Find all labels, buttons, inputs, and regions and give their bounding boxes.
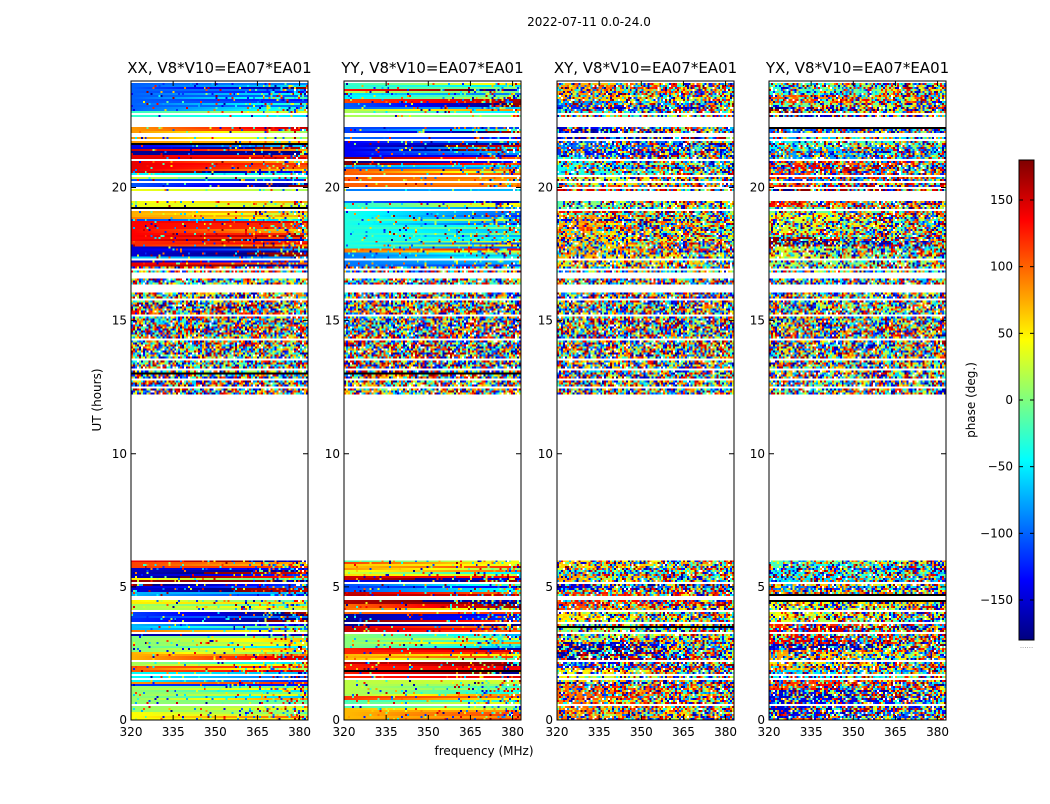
panel-title: YY, V8*V10=EA07*EA01 — [340, 59, 523, 77]
x-tick-label: 320 — [546, 725, 569, 739]
colorbar-tick-label: 100 — [990, 260, 1013, 274]
y-tick-label: 10 — [325, 447, 340, 461]
x-tick-label: 350 — [204, 725, 227, 739]
x-tick-label: 365 — [459, 725, 482, 739]
y-tick-label: 5 — [757, 580, 765, 594]
colorbar-under-marker: ...... — [1020, 642, 1033, 650]
colorbar-tick-label: −100 — [980, 526, 1013, 540]
x-tick-label: 320 — [333, 725, 356, 739]
x-tick-label: 365 — [672, 725, 695, 739]
x-tick-label: 335 — [375, 725, 398, 739]
y-tick-label: 20 — [112, 181, 127, 195]
y-tick-label: 0 — [545, 713, 553, 727]
x-tick-label: 380 — [288, 725, 311, 739]
x-tick-label: 380 — [926, 725, 949, 739]
x-tick-label: 380 — [501, 725, 524, 739]
y-tick-label: 0 — [119, 713, 127, 727]
y-tick-label: 5 — [545, 580, 553, 594]
figure-title: 2022-07-11 0.0-24.0 — [527, 15, 651, 29]
panels: XX, V8*V10=EA07*EA01 0 5 10 15 20 320 335 350 365… — [112, 59, 949, 739]
phase-heatmap — [131, 81, 308, 720]
y-tick-label: 10 — [538, 447, 553, 461]
panel-xx: XX, V8*V10=EA07*EA01 0 5 10 15 20 320 335 350 365… — [112, 59, 312, 739]
colorbar-tick-label: −50 — [988, 460, 1013, 474]
y-tick-label: 20 — [750, 181, 765, 195]
x-tick-label: 335 — [800, 725, 823, 739]
x-tick-label: 350 — [417, 725, 440, 739]
y-tick-label: 15 — [750, 314, 765, 328]
x-tick-label: 335 — [588, 725, 611, 739]
y-tick-label: 15 — [538, 314, 553, 328]
x-tick-label: 320 — [758, 725, 781, 739]
panel-yx: YX, V8*V10=EA07*EA01 0 5 10 15 20 320 335 350 365… — [750, 59, 949, 739]
y-tick-label: 5 — [119, 580, 127, 594]
x-tick-label: 365 — [884, 725, 907, 739]
panel-xy: XY, V8*V10=EA07*EA01 0 5 10 15 20 320 335 350 365… — [538, 59, 737, 739]
y-tick-label: 0 — [332, 713, 340, 727]
colorbar-tick-label: −150 — [980, 593, 1013, 607]
panel-title: XY, V8*V10=EA07*EA01 — [554, 59, 737, 77]
colorbar-tick-label: 0 — [1005, 393, 1013, 407]
y-tick-label: 20 — [538, 181, 553, 195]
x-tick-label: 365 — [246, 725, 269, 739]
colorbar-label: phase (deg.) — [964, 362, 978, 438]
panel-title: YX, V8*V10=EA07*EA01 — [765, 59, 949, 77]
y-tick-label: 20 — [325, 181, 340, 195]
y-tick-label: 15 — [325, 314, 340, 328]
colorbar: 150 100 50 0 −50 −100 −150...... — [980, 159, 1035, 650]
plot-frame — [130, 80, 309, 721]
panel-title: XX, V8*V10=EA07*EA01 — [127, 59, 311, 77]
colorbar-tick-label: 150 — [990, 193, 1013, 207]
x-tick-label: 350 — [842, 725, 865, 739]
y-tick-label: 5 — [332, 580, 340, 594]
y-tick-label: 10 — [112, 447, 127, 461]
x-tick-label: 350 — [630, 725, 653, 739]
x-axis-label: frequency (MHz) — [434, 744, 533, 758]
y-axis-label: UT (hours) — [90, 368, 104, 431]
y-tick-label: 10 — [750, 447, 765, 461]
y-tick-label: 0 — [757, 713, 765, 727]
panel-yy: YY, V8*V10=EA07*EA01 0 5 10 15 20 320 335 350 365… — [325, 59, 524, 739]
x-tick-label: 335 — [162, 725, 185, 739]
colorbar-tick-label: 50 — [998, 326, 1013, 340]
phase-heatmap — [557, 81, 734, 720]
x-tick-label: 320 — [120, 725, 143, 739]
plot-frame — [768, 80, 947, 721]
plot-frame — [556, 80, 735, 721]
x-tick-label: 380 — [714, 725, 737, 739]
phase-heatmap — [344, 81, 521, 720]
phase-heatmap — [769, 81, 946, 720]
plot-frame — [343, 80, 522, 721]
y-tick-label: 15 — [112, 314, 127, 328]
